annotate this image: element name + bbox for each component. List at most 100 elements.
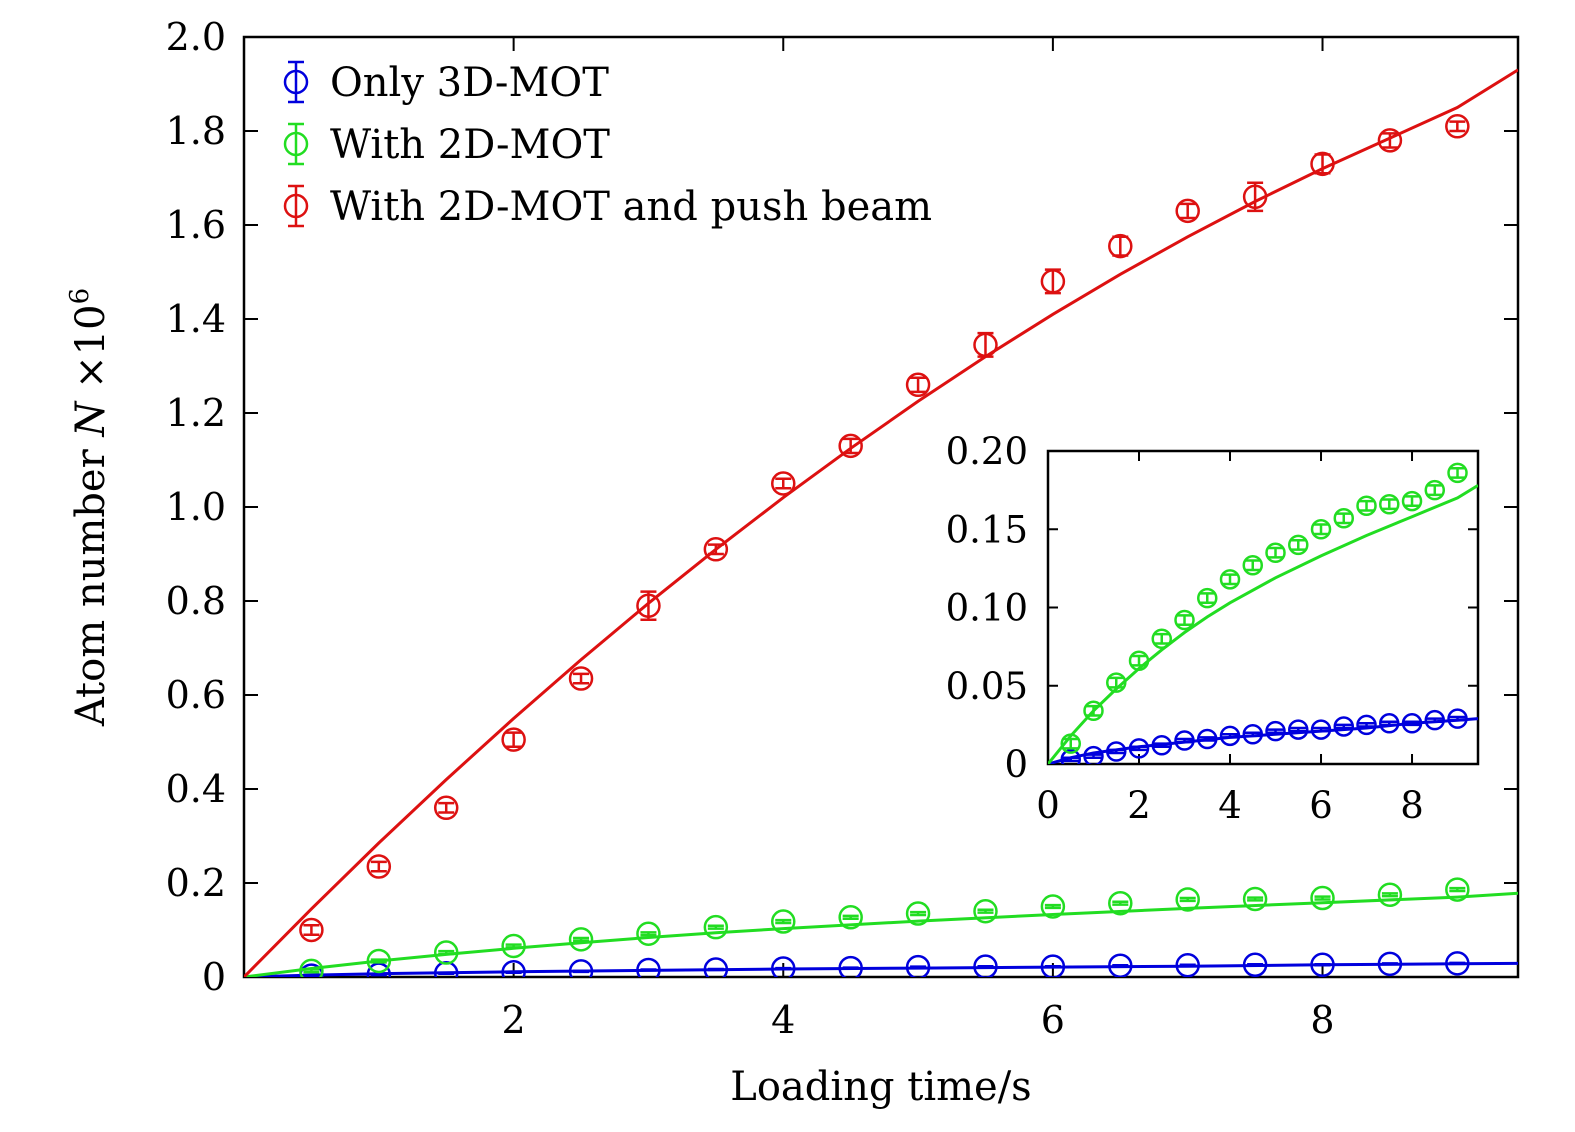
main-y-tick-label: 1.8	[166, 109, 226, 153]
inset-y-tick-label: 0	[1004, 743, 1028, 786]
inset-data-point-with-2d-mot	[1083, 700, 1104, 722]
main-data-point-with-2d-mot	[299, 958, 324, 977]
legend-label-with-2d-mot: With 2D-MOT	[330, 122, 610, 168]
legend-label-with-2d-mot-push-beam: With 2D-MOT and push beam	[330, 184, 932, 230]
inset-data-point-only-3d-mot	[1060, 749, 1081, 764]
main-y-tick-label: 1.4	[166, 297, 226, 341]
inset-data-point-with-2d-mot	[1424, 479, 1446, 501]
inset-data-point-with-2d-mot	[1356, 495, 1377, 517]
main-data-point-with-2d-mot-push-beam	[568, 666, 594, 691]
main-data-point-with-2d-mot-push-beam	[838, 433, 863, 459]
inset-data-point-with-2d-mot	[1447, 462, 1468, 484]
inset-data-point-only-3d-mot	[1151, 734, 1173, 756]
main-data-point-with-2d-mot-push-beam	[1310, 151, 1335, 177]
main-data-point-only-3d-mot	[501, 960, 526, 977]
main-y-tick-label: 0	[202, 955, 226, 999]
main-data-point-with-2d-mot-push-beam	[501, 727, 526, 752]
main-data-point-with-2d-mot	[838, 905, 863, 930]
main-x-tick-label: 6	[1041, 998, 1065, 1042]
main-data-point-with-2d-mot-push-beam	[1377, 128, 1403, 153]
y-axis-title-exponent: 6	[65, 288, 95, 305]
y-axis-title-suffix: ×10	[68, 304, 114, 401]
main-data-point-with-2d-mot	[568, 927, 594, 952]
main-fit-line-with-2d-mot	[244, 891, 1518, 977]
y-axis-title-prefix: Atom number	[68, 437, 114, 728]
inset-data-point-only-3d-mot	[1288, 719, 1309, 740]
legend-label-only-3d-mot: Only 3D-MOT	[330, 60, 609, 106]
inset-data-point-with-2d-mot	[1151, 628, 1173, 650]
inset-x-tick-label: 6	[1309, 784, 1333, 827]
inset-data-point-only-3d-mot	[1219, 725, 1241, 747]
main-data-point-with-2d-mot	[771, 909, 796, 934]
inset-data-point-with-2d-mot	[1288, 534, 1309, 556]
inset-data-point-with-2d-mot	[1333, 508, 1355, 529]
main-data-point-with-2d-mot	[905, 901, 931, 926]
main-y-tick-label: 2.0	[166, 15, 226, 59]
main-y-tick-label: 0.2	[166, 861, 226, 905]
main-y-tick-label: 0.4	[166, 767, 226, 811]
main-data-point-with-2d-mot	[1310, 885, 1335, 911]
inset-data-point-with-2d-mot	[1242, 554, 1264, 576]
main-data-point-with-2d-mot-push-beam	[905, 372, 931, 398]
main-data-point-with-2d-mot-push-beam	[1242, 184, 1268, 210]
y-axis-title: Atom number N ×106	[65, 288, 114, 727]
main-x-tick-label: 8	[1310, 998, 1334, 1042]
inset-data-point-with-2d-mot	[1310, 519, 1332, 540]
main-data-point-only-3d-mot	[1310, 952, 1335, 977]
main-data-point-only-3d-mot	[838, 955, 863, 977]
inset-data-point-with-2d-mot	[1060, 733, 1082, 754]
inset-data-point-only-3d-mot	[1401, 713, 1423, 734]
main-data-point-only-3d-mot	[1445, 951, 1470, 976]
main-data-point-only-3d-mot	[771, 956, 796, 977]
main-series-group	[244, 68, 1518, 977]
inset-data-point-only-3d-mot	[1265, 720, 1286, 742]
main-fit-line-with-2d-mot-push-beam	[244, 68, 1518, 977]
inset-data-point-only-3d-mot	[1379, 713, 1400, 734]
main-data-point-with-2d-mot-push-beam	[1040, 269, 1066, 294]
main-data-point-with-2d-mot-push-beam	[1445, 114, 1470, 139]
main-data-point-only-3d-mot	[973, 954, 998, 977]
main-y-tick-label: 0.6	[166, 673, 226, 717]
main-data-point-with-2d-mot-push-beam	[433, 795, 459, 821]
main-data-point-only-3d-mot	[905, 954, 931, 977]
x-axis-title: Loading time/s	[730, 1064, 1031, 1110]
inset-data-point-only-3d-mot	[1128, 738, 1150, 759]
inset-data-point-only-3d-mot	[1310, 719, 1332, 740]
inset-data-point-only-3d-mot	[1447, 708, 1468, 729]
main-data-point-with-2d-mot	[973, 898, 998, 924]
main-data-point-with-2d-mot	[1040, 894, 1066, 919]
inset-x-tick-label: 0	[1036, 784, 1060, 827]
main-data-point-only-3d-mot	[568, 959, 594, 977]
main-data-point-with-2d-mot-push-beam	[299, 917, 324, 943]
main-x-tick-label: 2	[502, 998, 526, 1042]
inset-fit-line-with-2d-mot	[1048, 484, 1478, 764]
main-data-point-with-2d-mot-push-beam	[771, 471, 796, 496]
inset-x-tick-label: 8	[1400, 784, 1424, 827]
inset-data-point-with-2d-mot	[1401, 490, 1423, 512]
inset-y-tick-label: 0.20	[946, 430, 1028, 473]
main-data-point-with-2d-mot	[1377, 882, 1403, 907]
inset-x-tick-label: 4	[1218, 784, 1242, 827]
main-data-point-with-2d-mot	[433, 940, 459, 965]
inset-data-point-with-2d-mot	[1219, 569, 1241, 590]
inset-data-point-only-3d-mot	[1083, 745, 1104, 764]
legend: Only 3D-MOT With 2D-MOT With 2D-MOT and pu…	[283, 60, 932, 230]
main-data-point-with-2d-mot-push-beam	[366, 854, 392, 879]
inset-data-point-with-2d-mot	[1265, 542, 1286, 563]
main-data-point-only-3d-mot	[1108, 953, 1133, 977]
inset-data-point-only-3d-mot	[1106, 741, 1127, 762]
main-x-tick-label: 4	[771, 998, 795, 1042]
inset-x-tick-label: 2	[1127, 784, 1151, 827]
main-data-point-with-2d-mot	[501, 933, 526, 959]
legend-marker-only-3d-mot	[283, 69, 309, 95]
main-data-point-only-3d-mot	[636, 957, 661, 977]
main-data-point-with-2d-mot-push-beam	[973, 332, 998, 358]
main-data-point-with-2d-mot	[636, 921, 661, 947]
main-data-point-only-3d-mot	[1040, 954, 1066, 977]
main-y-tick-label: 1.0	[166, 485, 226, 529]
main-data-point-only-3d-mot	[1377, 951, 1403, 977]
inset-data-point-with-2d-mot	[1379, 493, 1400, 515]
main-data-point-with-2d-mot	[1108, 890, 1133, 916]
inset-data-point-with-2d-mot	[1106, 672, 1127, 693]
